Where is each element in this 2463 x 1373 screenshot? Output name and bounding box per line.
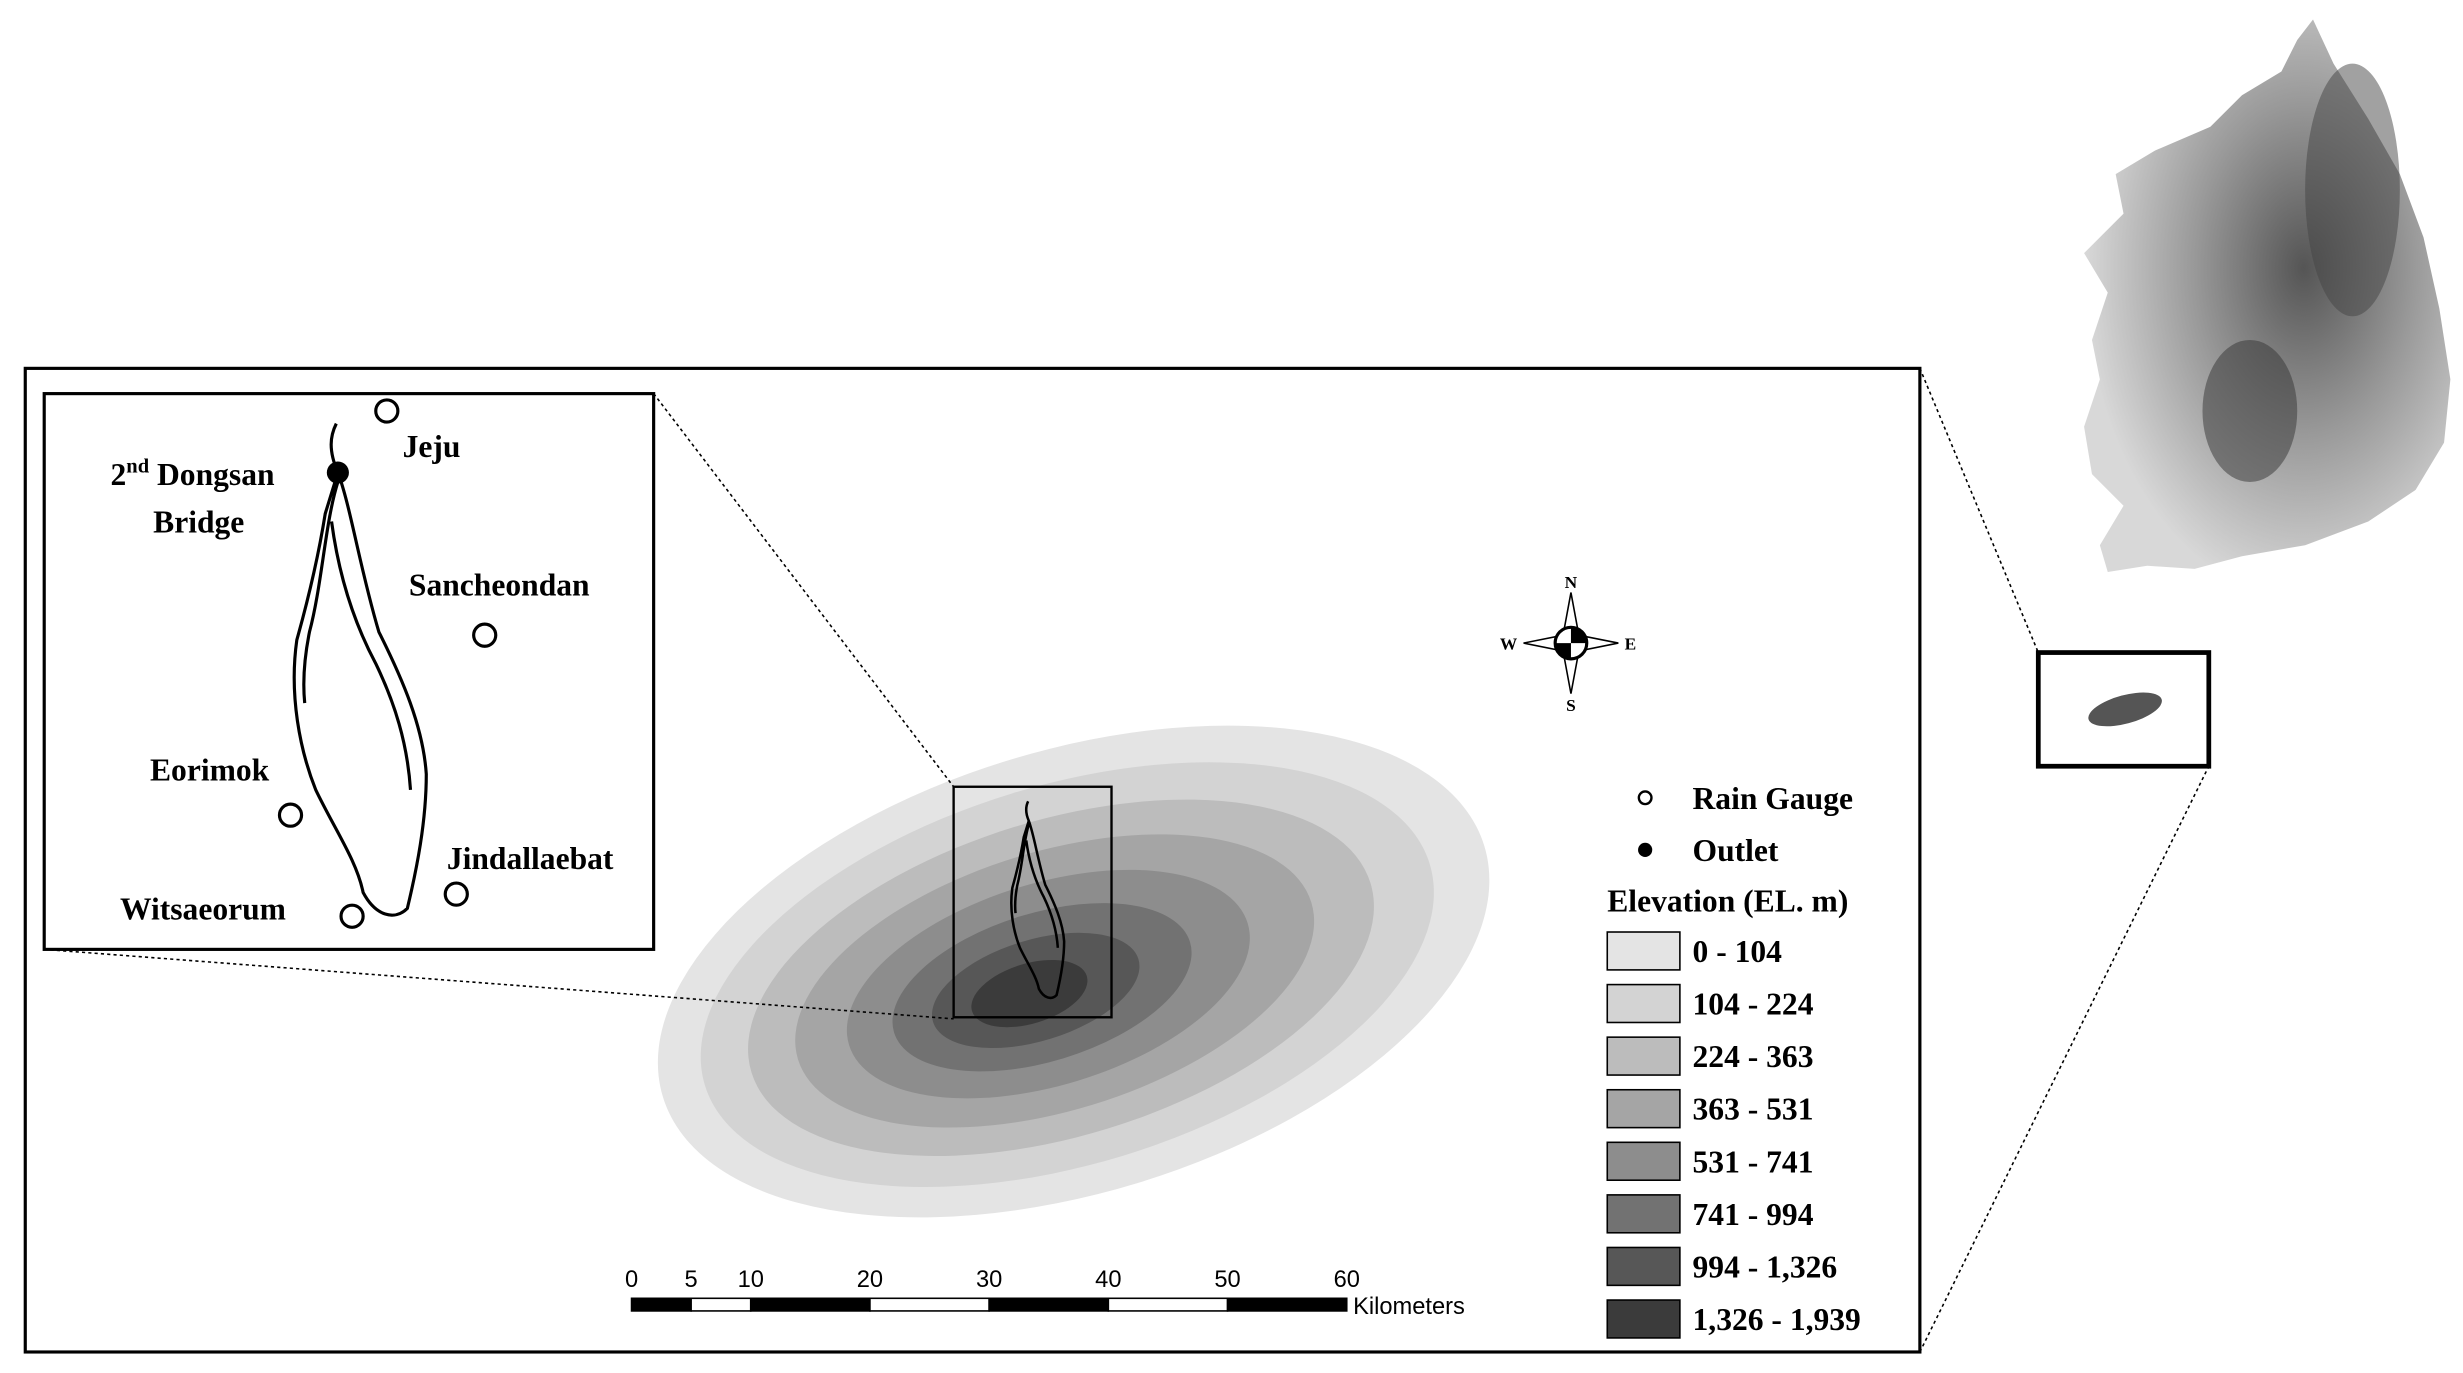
outlet-label-part: 2 xyxy=(111,457,127,492)
legend-title: Elevation (EL. m) xyxy=(1607,883,1848,918)
scale-tick-label: 0 xyxy=(625,1267,638,1293)
compass-label: N xyxy=(1565,573,1578,592)
outlet-label-part: Dongsan xyxy=(149,457,275,492)
leader-line xyxy=(653,393,955,788)
korea-highland xyxy=(2305,63,2400,317)
legend-swatch xyxy=(1606,1088,1681,1129)
leader-line xyxy=(1919,368,2040,653)
rain-gauge xyxy=(472,622,498,648)
compass-label: W xyxy=(1500,634,1518,653)
scale-tick-label: 40 xyxy=(1095,1267,1121,1293)
korea-highland xyxy=(2202,339,2298,483)
scale-segment xyxy=(1107,1297,1229,1312)
scale-segment xyxy=(1226,1297,1348,1312)
rain-gauge xyxy=(339,903,365,929)
scale-tick-label: 60 xyxy=(1334,1267,1360,1293)
compass-label: S xyxy=(1566,696,1576,715)
outlet-label: Bridge xyxy=(153,505,244,540)
elevation-zone xyxy=(971,959,1088,1028)
legend-class-label: 531 - 741 xyxy=(1693,1144,1814,1179)
legend-swatch xyxy=(1606,1036,1681,1076)
rain-gauge xyxy=(374,398,400,424)
legend-class-label: 224 - 363 xyxy=(1693,1039,1814,1074)
gauge-label: Jeju xyxy=(403,429,461,464)
legend-label: Outlet xyxy=(1693,833,1779,868)
scale-segment xyxy=(988,1297,1110,1312)
legend-label: Rain Gauge xyxy=(1693,781,1853,816)
scale-segment xyxy=(690,1297,752,1312)
watershed-box xyxy=(952,785,1113,1019)
scale-tick-label: 30 xyxy=(976,1267,1002,1293)
scale-segment xyxy=(630,1297,692,1312)
gauge-label: Sancheondan xyxy=(409,568,590,603)
outlet-label: 2nd Dongsan xyxy=(111,456,275,493)
legend-swatch xyxy=(1606,1194,1681,1234)
legend-swatch xyxy=(1606,983,1681,1024)
rain-gauge xyxy=(443,881,469,907)
legend-swatch xyxy=(1606,1141,1681,1181)
gauge-label: Witsaeorum xyxy=(120,891,286,926)
gauge-label: Jindallaebat xyxy=(447,841,614,876)
legend-classes: 0 - 104 104 - 224 224 - 363 363 - 531 531 - … xyxy=(1606,931,1861,1339)
rain-gauges: Jeju Sancheondan Eorimok Jindallaebat Witsae… xyxy=(120,398,614,929)
scale-unit: Kilometers xyxy=(1353,1294,1465,1320)
compass: N S E W xyxy=(1500,573,1636,715)
legend-gauge-symbol xyxy=(1637,790,1653,806)
legend-outlet-symbol xyxy=(1638,842,1653,858)
legend-class-label: 994 - 1,326 xyxy=(1693,1249,1838,1284)
legend-swatch xyxy=(1606,931,1681,971)
legend-class-label: 363 - 531 xyxy=(1693,1092,1814,1127)
legend-class-label: 741 - 994 xyxy=(1693,1197,1814,1232)
rain-gauge xyxy=(277,802,304,828)
legend-swatch xyxy=(1606,1299,1681,1339)
scale-segment xyxy=(869,1297,990,1312)
scale-tick-label: 5 xyxy=(685,1267,698,1293)
scale-segment xyxy=(749,1297,871,1312)
legend-class-label: 1,326 - 1,939 xyxy=(1693,1302,1861,1337)
legend-class-label: 104 - 224 xyxy=(1693,987,1814,1022)
legend-class-label: 0 - 104 xyxy=(1693,934,1783,969)
locator-island xyxy=(2088,692,2162,727)
scale-tick-label: 20 xyxy=(857,1267,883,1293)
leader-line xyxy=(44,948,954,1020)
outlet-label-sup: nd xyxy=(126,456,149,478)
scale-tick-label: 10 xyxy=(738,1267,764,1293)
scale-tick-label: 50 xyxy=(1214,1267,1240,1293)
leader-line xyxy=(1919,765,2210,1353)
compass-label: E xyxy=(1625,634,1637,653)
legend-swatch xyxy=(1606,1246,1681,1287)
outlet-point xyxy=(326,461,349,484)
gauge-label: Eorimok xyxy=(150,752,270,787)
korea-map xyxy=(2084,19,2451,573)
